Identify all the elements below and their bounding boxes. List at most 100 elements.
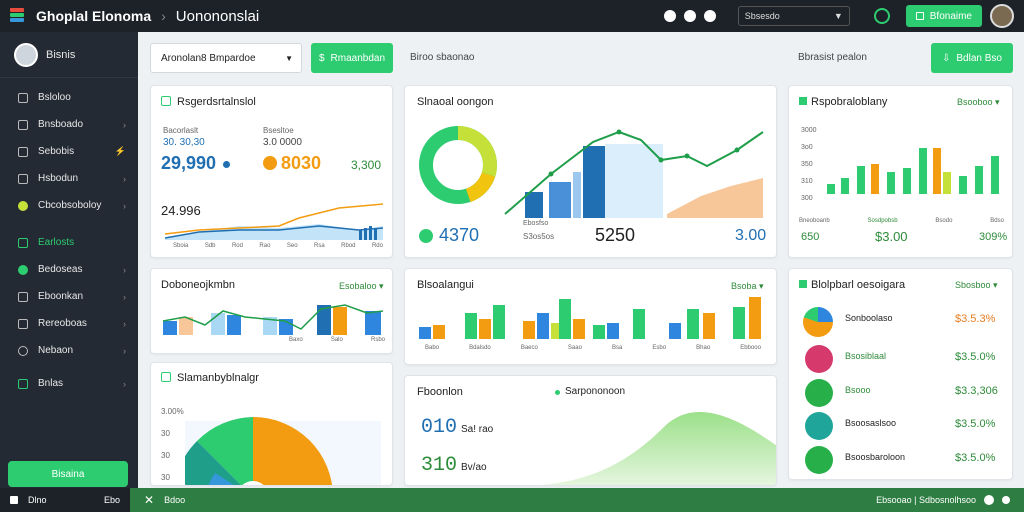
toolbar-right-label: Bdlan Bso <box>956 52 1002 64</box>
sidebar-item-label: Eboonkan <box>38 291 84 302</box>
sidebar-item-7[interactable]: Bedoseas › <box>0 256 138 283</box>
donut-label-b: Ebosfso <box>523 220 549 227</box>
checkbox-icon[interactable] <box>161 96 171 106</box>
pie-slice-teal <box>185 441 241 485</box>
sidebar-item-3[interactable]: Sebobis ⚡ <box>0 138 138 165</box>
top-bar: Ghoplal Elonoma › Uonononslai Sbsesdo ▼ B… <box>0 0 1024 32</box>
line-x-label: Salo <box>330 337 343 343</box>
sidebar-button[interactable]: Bisaina <box>8 461 128 487</box>
list-item-value: $3.3,306 <box>955 385 998 397</box>
line-x-labels: Baxo Salo Rsbo <box>289 337 385 343</box>
notifications-icon[interactable] <box>683 10 696 22</box>
stats-small-b: 3.0 0000 <box>263 137 302 148</box>
chevron-down-icon: ▼ <box>833 11 843 21</box>
stats-x-label: Rao <box>259 243 271 249</box>
list-item-value: $3.5.0% <box>955 418 996 430</box>
area-orange <box>667 178 763 218</box>
close-icon[interactable]: ✕ <box>144 493 155 507</box>
help-icon[interactable] <box>703 10 716 22</box>
avatar[interactable] <box>990 4 1014 28</box>
donut-card: Slnaoal oongon 4370 S3os5os Ebosfso 5250… <box>404 85 777 258</box>
folder-icon <box>18 291 28 302</box>
top-select-value: Sbsesdo <box>744 11 780 21</box>
toolbar-action-button[interactable]: $ Rmaanbdan <box>311 43 393 73</box>
stats-x-label: Rod <box>231 243 243 249</box>
mixed-card-link-text: Bsoba <box>731 281 757 291</box>
area-unit-b: Bv/ao <box>461 462 487 473</box>
sidebar-item-6[interactable]: Earlosts <box>0 229 138 256</box>
right-bars-labels: Bneoboanb Sosdpobsb Bsodo Bdso <box>799 218 1004 224</box>
stats-title-text: Rsgerdsrtalnslol <box>177 96 256 108</box>
line-card-title: Doboneojkmbn <box>161 279 235 291</box>
right-bars-label: Bdso <box>990 218 1004 224</box>
y-tick: 30 <box>161 473 170 482</box>
sidebar-item-label: Nebaon <box>38 345 74 356</box>
sidebar-item-4[interactable]: Hsbodun › <box>0 165 138 192</box>
y-tick: 3o0 <box>801 144 813 151</box>
donut-card-title: Slnaoal oongon <box>417 96 494 108</box>
right-bars-label: Bsodo <box>935 218 953 224</box>
page-breadcrumb[interactable]: Uonononslai <box>175 7 260 25</box>
stats-dot-icon <box>223 161 230 168</box>
list-dropdown[interactable]: Sbosboo ▾ <box>955 280 998 290</box>
right-bars-dropdown-value: Bsooboo <box>957 97 993 107</box>
mixed-x-label: Bhao <box>696 345 711 351</box>
toolbar-action-label: Rmaanbdan <box>330 52 386 64</box>
record-icon[interactable] <box>663 10 676 22</box>
app-logo-icon <box>10 8 30 24</box>
mixed-card-link[interactable]: Bsoba ▾ <box>731 281 764 291</box>
sidebar-item-5[interactable]: Cbcobsoboloy › <box>0 192 138 219</box>
sidebar-item-label: Bedoseas <box>38 264 83 275</box>
period-select-value: Aronolan8 Bmpardoe <box>161 52 256 64</box>
sidebar-item-9[interactable]: Rereoboas › <box>0 310 138 337</box>
list-card: Blolpbarl oesoigara Sbosboo ▾ Sonboolaso… <box>788 268 1013 480</box>
sidebar-item-label: Earlosts <box>38 237 75 248</box>
area-label-b: Sarpononoon <box>565 386 626 397</box>
line-card: Doboneojkmbn Esobaloo ▾ Baxo Salo Rsbo <box>150 268 393 354</box>
donut-value-a: 4370 <box>439 225 480 245</box>
sidebar-item-8[interactable]: Eboonkan › <box>0 283 138 310</box>
donut-value-c: 3.00 <box>735 227 767 244</box>
line-card-link[interactable]: Esobaloo ▾ <box>339 281 384 291</box>
stats-card-title: Rsgerdsrtalnslol <box>161 96 256 108</box>
list-title-text: Blolpbarl oesoigara <box>811 279 906 291</box>
toolbar-right-button[interactable]: ⇩ Bdlan Bso <box>931 43 1013 73</box>
list-item-label: Bsoosaslsoo <box>845 418 897 428</box>
mixed-x-label: Babo <box>425 345 440 351</box>
pie-slice-blue <box>208 473 234 485</box>
sidebar-profile[interactable]: Bisnis <box>0 32 138 78</box>
top-select[interactable]: Sbsesdo ▼ <box>737 6 850 26</box>
period-select[interactable]: Aronolan8 Bmpardoe ▼ <box>150 43 302 73</box>
pie-slice-green <box>197 417 253 485</box>
chevron-right-icon: › <box>123 264 126 275</box>
status-left: Dlno Ebo <box>0 488 130 512</box>
sidebar-item-label: Cbcobsoboloy <box>38 200 102 211</box>
download-icon: ⇩ <box>942 52 951 64</box>
area-chart <box>540 412 776 485</box>
search-icon[interactable] <box>873 8 890 24</box>
mixed-x-label: Bdalsdo <box>469 345 491 351</box>
grid-icon <box>915 12 924 20</box>
toolbar-right-text: Bbrasist pealon <box>798 52 867 63</box>
stats-big-d: 24.996 <box>161 203 201 218</box>
top-action-button[interactable]: Bfonaime <box>905 5 982 27</box>
list-item-icon <box>805 446 833 474</box>
stats-x-label: Sboia <box>173 243 189 249</box>
stats-x-label: Seo <box>286 243 298 249</box>
profile-name: Bisnis <box>46 48 76 61</box>
sidebar-item-10[interactable]: Nebaon › <box>0 337 138 364</box>
checkbox-icon[interactable] <box>161 372 171 382</box>
list-icon <box>18 92 28 103</box>
sidebar-item-11[interactable]: Bnlas › <box>0 370 138 397</box>
status-bar: Dlno Ebo ✕ Bdoo Ebsooao | Sdbosnolhsoo <box>0 488 1024 512</box>
status-dot-icon <box>1002 496 1010 504</box>
stats-orange-dot-icon <box>263 156 277 170</box>
stats-line-chart <box>164 203 384 240</box>
sidebar-item-2[interactable]: Bnsboado › <box>0 111 138 138</box>
sidebar-item-1[interactable]: Bsloloo <box>0 84 138 111</box>
right-bars-title-text: Rspobraloblany <box>811 96 888 108</box>
circle-icon <box>18 200 28 211</box>
square-icon <box>799 97 807 105</box>
right-bars-dropdown[interactable]: Bsooboo ▾ <box>957 97 1000 107</box>
right-bars-label: Sosdpobsb <box>867 218 898 224</box>
